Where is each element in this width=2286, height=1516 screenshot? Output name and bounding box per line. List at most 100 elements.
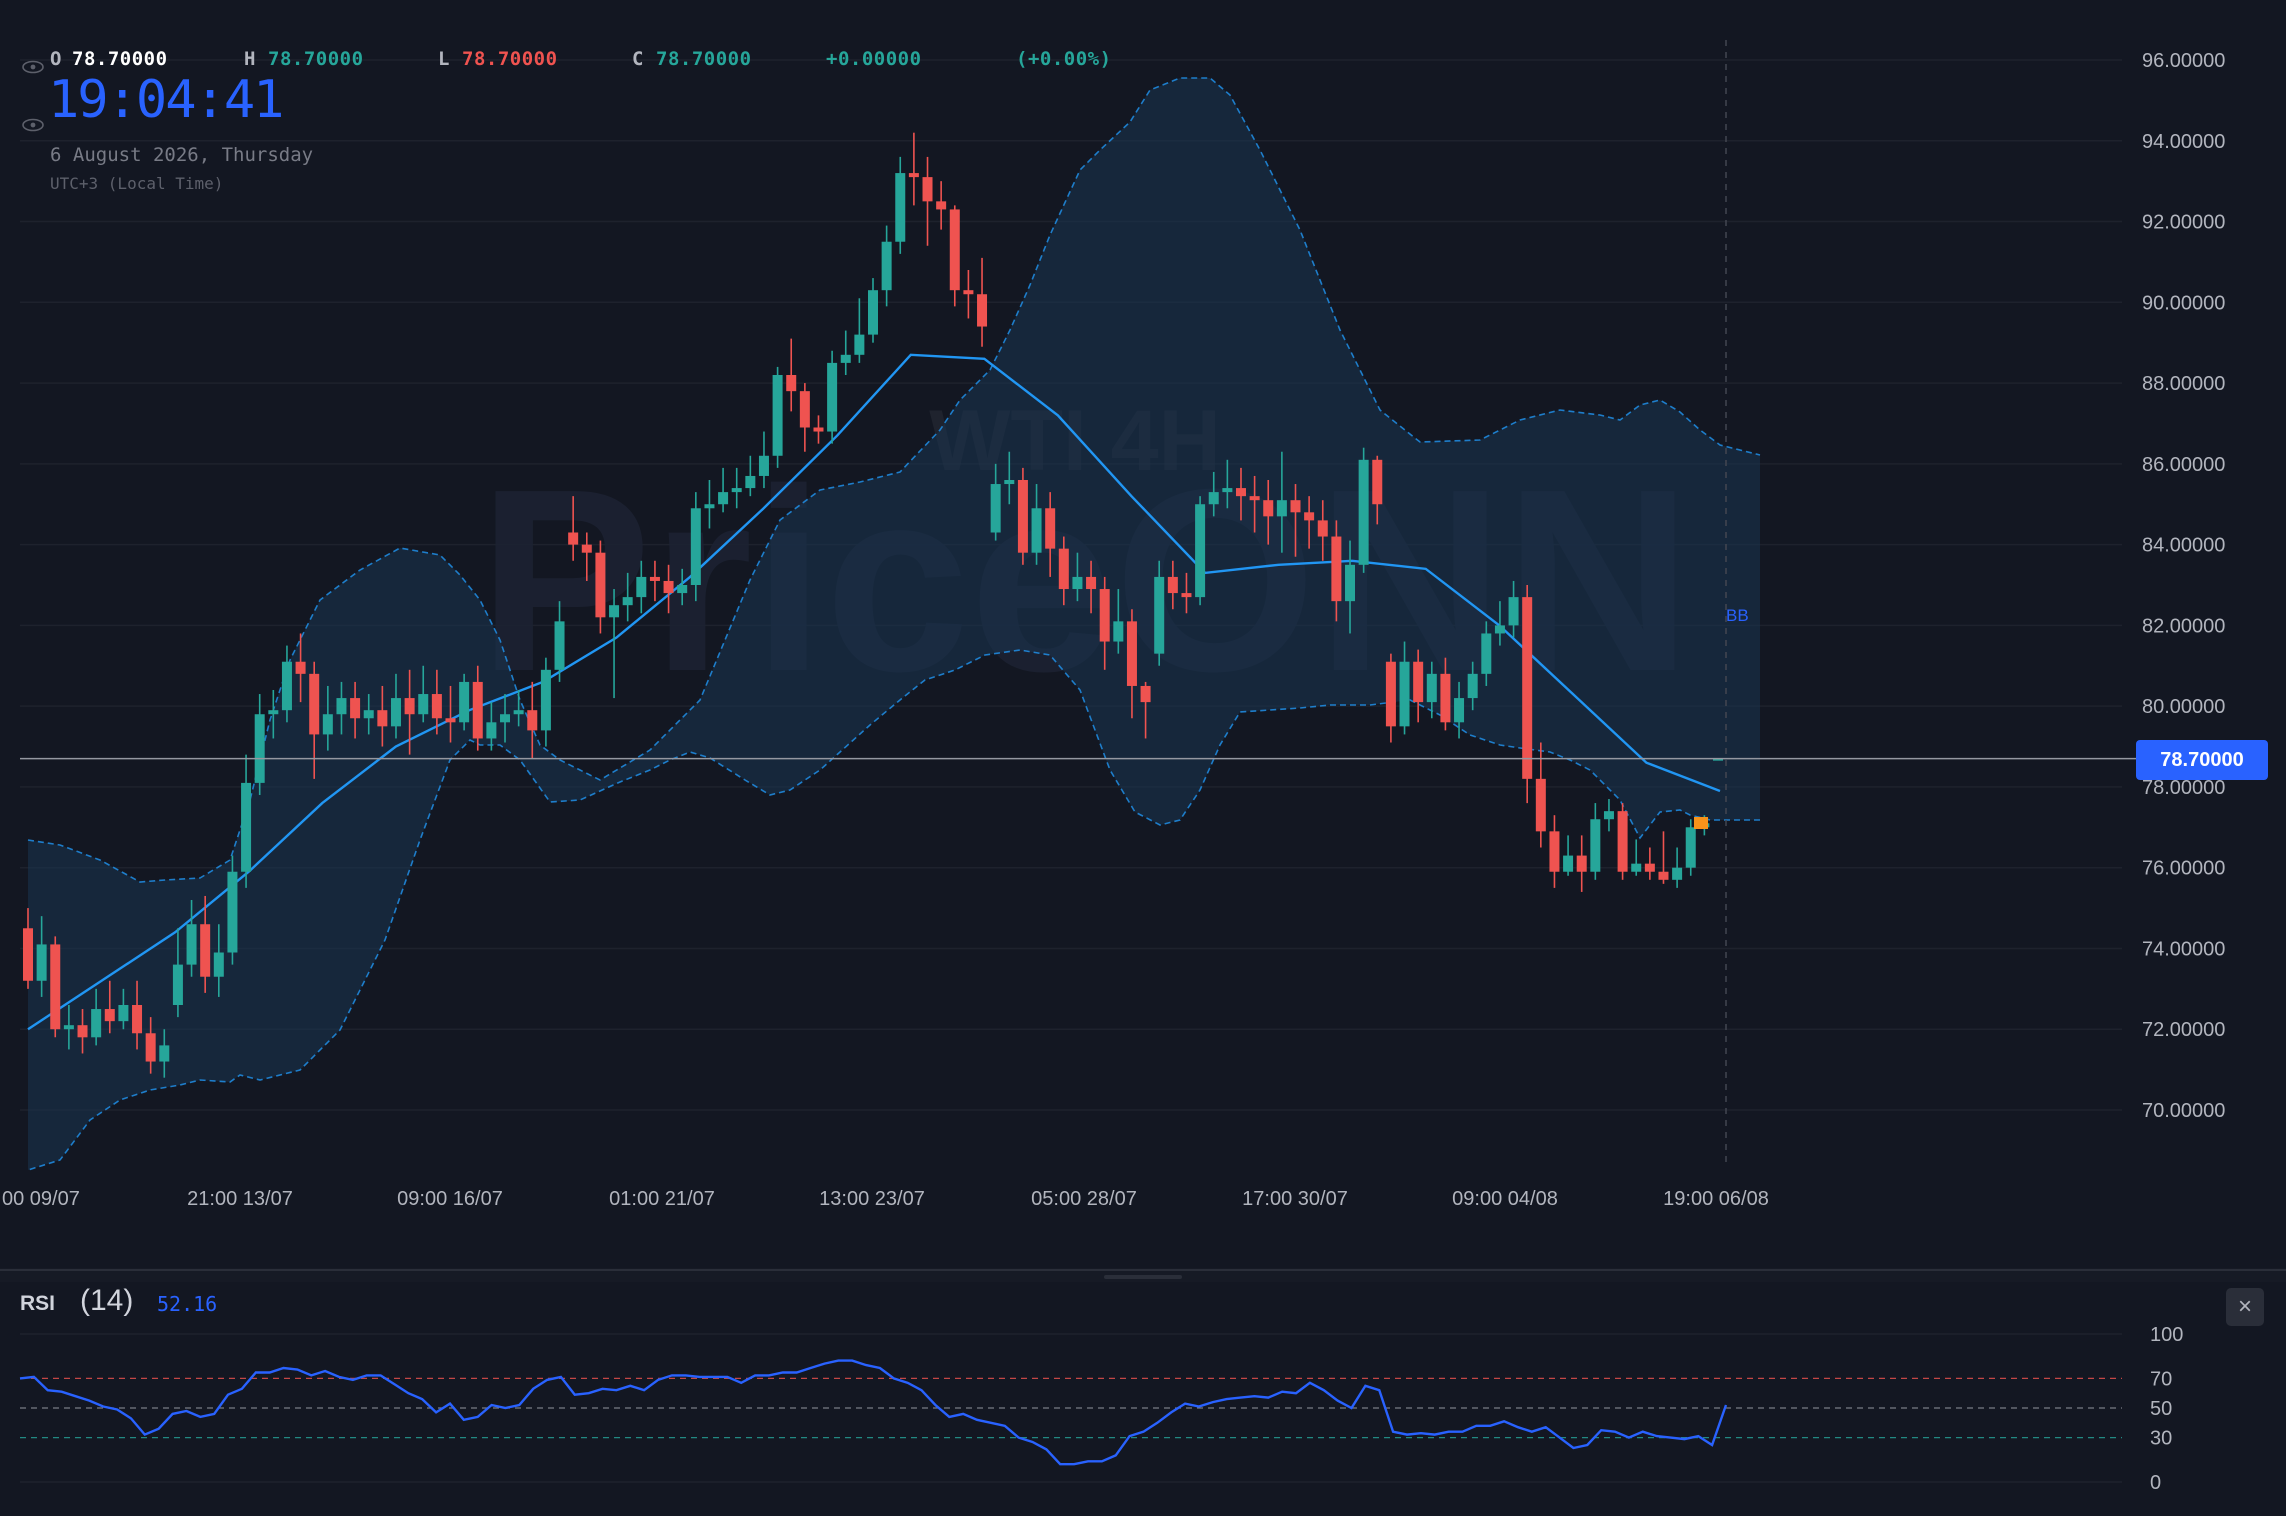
pane-resize-handle[interactable]: [1104, 1275, 1182, 1279]
candle: [227, 855, 238, 965]
candle-body: [1658, 871, 1669, 880]
candle-body: [1549, 831, 1560, 872]
candle-body: [799, 391, 810, 428]
candle: [118, 988, 129, 1030]
candle-body: [690, 508, 701, 585]
candle: [1372, 455, 1383, 525]
candle-body: [513, 710, 524, 715]
candle-body: [1399, 661, 1410, 727]
candle-body: [132, 1005, 143, 1034]
candle: [1263, 480, 1274, 545]
price-axis-label: 78.00000: [2142, 777, 2225, 799]
candle-body: [990, 484, 1001, 533]
candle-body: [881, 241, 892, 291]
candle: [1481, 621, 1492, 686]
candle: [1617, 803, 1628, 880]
candle-body: [1617, 811, 1628, 872]
candle-body: [758, 455, 769, 476]
rsi-pane: 100 70 50 30 0: [19, 1324, 2183, 1494]
time-axis-label: 05:00 28/07: [1031, 1188, 1137, 1210]
candle-body: [1222, 488, 1233, 493]
candle: [1631, 839, 1642, 876]
candle: [1195, 496, 1206, 606]
candle-body: [963, 290, 974, 295]
price-axis-label: 82.00000: [2142, 615, 2225, 637]
price-axis-label: 74.00000: [2142, 938, 2225, 960]
candle-body: [1276, 500, 1287, 517]
candle: [1440, 657, 1451, 731]
candle: [1494, 601, 1505, 646]
candle-body: [213, 952, 224, 977]
candle-body: [172, 964, 183, 1005]
candle: [281, 645, 292, 723]
candle: [390, 673, 401, 739]
candle-body: [1603, 811, 1614, 820]
bb-indicator-label[interactable]: BB: [1726, 606, 1749, 625]
price-axis-label: 70.00000: [2142, 1100, 2225, 1122]
candle-body: [1099, 589, 1110, 642]
time-axis-label: 01:00 21/07: [609, 1188, 715, 1210]
time-axis-label: 21:00 13/07: [187, 1188, 293, 1210]
candle-body: [486, 722, 497, 739]
candle: [1658, 831, 1669, 884]
clock-date: 6 August 2026, Thursday: [50, 144, 314, 166]
candle: [1086, 560, 1097, 614]
price-axis-label: 96.00000: [2142, 50, 2225, 72]
candle-body: [868, 290, 878, 335]
candle: [459, 673, 470, 731]
candle: [172, 928, 183, 1018]
candle-body: [1181, 593, 1192, 598]
candle-body: [1535, 778, 1546, 832]
candle: [772, 366, 783, 468]
candle: [1222, 459, 1233, 509]
candle: [1522, 585, 1533, 804]
rsi-axis-label: 50: [2150, 1398, 2172, 1420]
candle-body: [1467, 673, 1478, 699]
close-label: C: [632, 48, 644, 70]
candle-body: [1126, 621, 1137, 686]
candle: [649, 560, 660, 602]
price-axis-label: 88.00000: [2142, 373, 2225, 395]
candle: [1549, 815, 1560, 888]
candle: [1045, 492, 1056, 577]
candle-body: [1058, 548, 1069, 590]
candle: [1113, 589, 1124, 654]
candle: [609, 589, 620, 699]
candle-body: [1508, 597, 1519, 626]
candle: [1099, 576, 1110, 670]
candle: [1167, 560, 1178, 610]
candle-body: [908, 173, 919, 178]
time-axis-label: 09:00 16/07: [397, 1188, 503, 1210]
candle: [200, 895, 211, 993]
candle-body: [418, 694, 429, 715]
eye-icon[interactable]: [22, 118, 44, 132]
candle: [213, 924, 224, 997]
close-icon[interactable]: ×: [2226, 1288, 2264, 1326]
candle-body: [336, 698, 347, 715]
candle-body: [145, 1033, 156, 1062]
candle-body: [1454, 698, 1465, 723]
candle: [895, 156, 906, 254]
eye-icon[interactable]: [22, 60, 44, 74]
candle-body: [854, 334, 865, 355]
candle: [336, 681, 347, 735]
candle: [1276, 451, 1287, 553]
candles: [23, 132, 1723, 1078]
candle-body: [91, 1009, 102, 1038]
candle: [1508, 580, 1519, 638]
candle-body: [1017, 480, 1028, 553]
candle-body: [827, 362, 838, 432]
candle: [295, 633, 306, 703]
candle: [881, 225, 892, 307]
candle-body: [649, 576, 660, 581]
bollinger-upper-line: [27, 77, 1761, 883]
high-label: H: [244, 48, 256, 70]
candle: [1385, 653, 1396, 743]
candle-body: [363, 710, 374, 719]
candle-body: [1358, 459, 1369, 565]
candle-body: [1481, 633, 1492, 674]
candle: [486, 702, 497, 751]
candle-body: [1249, 496, 1260, 501]
